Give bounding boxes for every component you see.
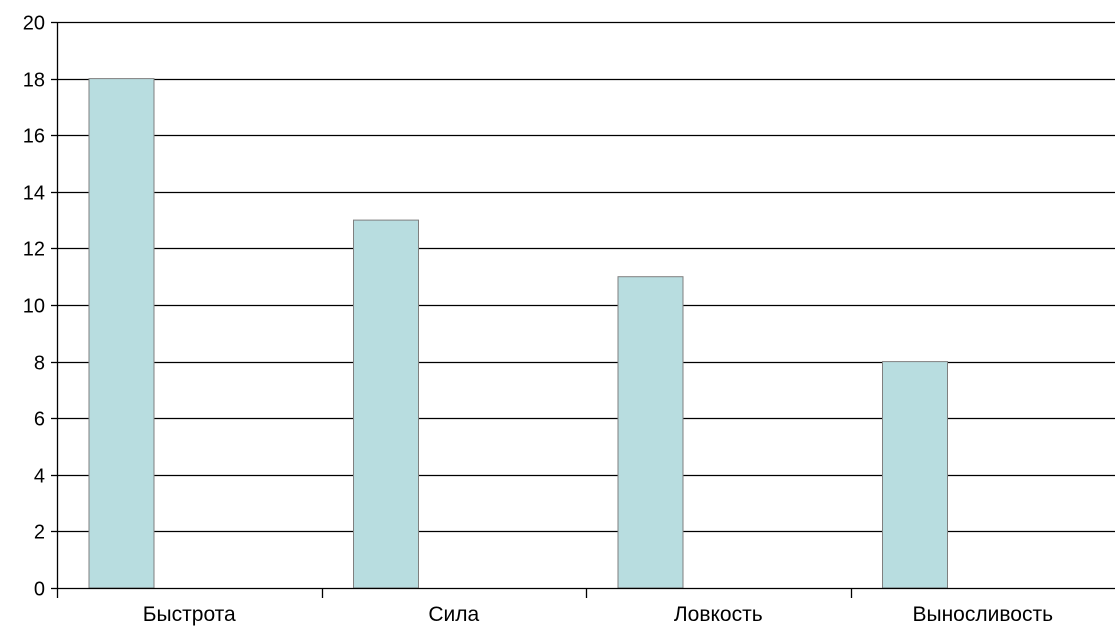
x-category-label: Сила [428,603,479,626]
gridlines [57,21,1115,533]
y-tick-label: 6 [34,409,45,431]
bar-3 [882,361,948,589]
bars [88,78,948,589]
y-tick-label: 20 [23,13,45,35]
x-category-label: Быстрота [143,603,236,626]
bar-0 [88,78,155,589]
x-category-label: Ловкость [674,603,763,626]
y-tick-label: 18 [23,70,45,92]
bar-1 [353,219,419,589]
y-tick-label: 2 [34,522,45,544]
axes [56,22,1115,598]
y-axis-ticks: 0 2 4 6 8 10 12 14 16 18 20 [23,13,57,601]
x-category-label: Выносливость [912,603,1053,626]
y-tick-label: 4 [34,466,45,488]
y-tick-label: 14 [23,183,45,205]
x-axis-labels: Быстрота Сила Ловкость Выносливость [143,603,1053,626]
y-tick-label: 16 [23,126,45,148]
bar-2 [617,276,684,589]
y-tick-label: 0 [34,579,45,601]
y-tick-label: 12 [23,239,45,261]
y-tick-label: 8 [34,353,45,375]
y-tick-label: 10 [23,296,45,318]
